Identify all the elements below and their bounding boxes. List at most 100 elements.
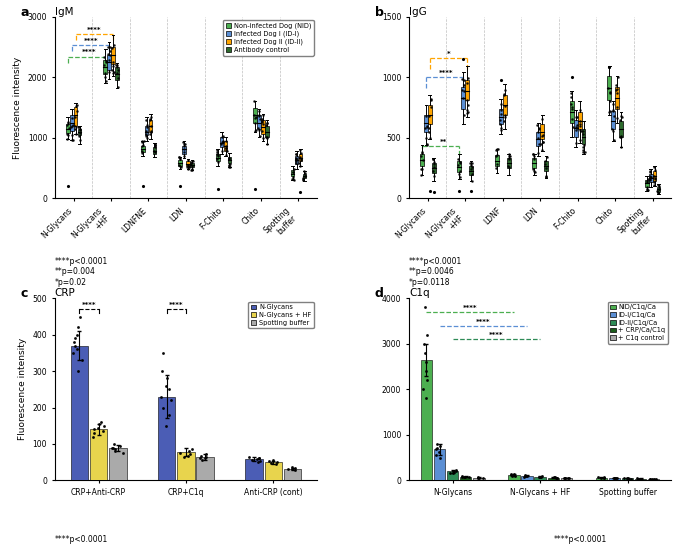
FancyBboxPatch shape (540, 124, 544, 139)
Text: *: * (447, 51, 450, 56)
Bar (284, 469, 301, 480)
FancyBboxPatch shape (577, 112, 582, 129)
FancyBboxPatch shape (227, 157, 232, 163)
Bar (635, 479, 647, 480)
FancyBboxPatch shape (608, 76, 611, 100)
Text: b: b (375, 6, 384, 19)
FancyBboxPatch shape (649, 173, 653, 182)
FancyBboxPatch shape (545, 161, 548, 171)
FancyBboxPatch shape (77, 129, 82, 135)
FancyBboxPatch shape (570, 102, 573, 123)
FancyBboxPatch shape (111, 47, 115, 64)
FancyBboxPatch shape (290, 170, 295, 176)
Text: ****p<0.0001: ****p<0.0001 (55, 257, 108, 266)
FancyBboxPatch shape (141, 146, 145, 152)
FancyBboxPatch shape (432, 163, 436, 173)
FancyBboxPatch shape (499, 109, 503, 124)
Bar (609, 478, 620, 480)
FancyBboxPatch shape (424, 115, 427, 132)
Text: ****: **** (463, 305, 477, 311)
Legend: N-Glycans, N-Glycans + HF, Spotting buffer: N-Glycans, N-Glycans + HF, Spotting buff… (248, 302, 314, 328)
FancyBboxPatch shape (611, 111, 615, 129)
Bar (473, 477, 484, 480)
FancyBboxPatch shape (178, 160, 182, 166)
FancyBboxPatch shape (74, 108, 77, 126)
Bar (158, 396, 175, 480)
FancyBboxPatch shape (657, 187, 660, 192)
FancyBboxPatch shape (615, 87, 619, 109)
FancyBboxPatch shape (469, 166, 473, 176)
Bar (596, 477, 607, 480)
FancyBboxPatch shape (149, 120, 153, 132)
Text: IgG: IgG (409, 7, 427, 17)
FancyBboxPatch shape (462, 87, 465, 109)
Text: C1q: C1q (409, 288, 429, 299)
Bar (460, 476, 471, 480)
Bar (622, 479, 633, 480)
FancyBboxPatch shape (495, 155, 499, 166)
Bar (434, 449, 445, 480)
Text: c: c (21, 288, 28, 300)
FancyBboxPatch shape (216, 153, 219, 161)
FancyBboxPatch shape (182, 146, 186, 153)
FancyBboxPatch shape (299, 153, 302, 161)
FancyBboxPatch shape (465, 79, 469, 100)
Bar (508, 475, 520, 480)
FancyBboxPatch shape (108, 55, 111, 70)
FancyBboxPatch shape (145, 126, 149, 135)
Bar (177, 452, 195, 480)
FancyBboxPatch shape (295, 156, 299, 164)
Bar (197, 457, 214, 480)
Bar (521, 476, 533, 480)
FancyBboxPatch shape (536, 132, 540, 146)
FancyBboxPatch shape (428, 105, 432, 124)
Text: ****: **** (84, 38, 99, 44)
Y-axis label: Fluorescence intensity: Fluorescence intensity (18, 338, 27, 440)
FancyBboxPatch shape (645, 179, 649, 187)
Text: ****: **** (87, 27, 101, 33)
Bar (648, 479, 660, 480)
Bar (561, 478, 572, 480)
FancyBboxPatch shape (115, 67, 119, 79)
Bar (421, 360, 432, 480)
Text: ****: **** (438, 70, 453, 76)
Bar (547, 477, 559, 480)
Text: ****: **** (476, 319, 490, 325)
FancyBboxPatch shape (253, 108, 257, 123)
FancyBboxPatch shape (103, 60, 107, 73)
Bar (447, 471, 458, 480)
FancyBboxPatch shape (574, 120, 577, 136)
Text: IgM: IgM (55, 7, 73, 17)
Text: ****: **** (82, 49, 97, 55)
FancyBboxPatch shape (220, 137, 223, 147)
Text: ****: **** (169, 302, 184, 309)
Text: ****p<0.0001: ****p<0.0001 (553, 535, 606, 544)
FancyBboxPatch shape (303, 173, 306, 178)
Bar (264, 462, 282, 480)
Text: *p=0.0118: *p=0.0118 (409, 278, 451, 288)
FancyBboxPatch shape (257, 115, 261, 129)
FancyBboxPatch shape (265, 126, 269, 137)
Text: **p=0.004: **p=0.004 (55, 268, 96, 277)
Bar (71, 346, 88, 480)
Text: a: a (21, 6, 29, 19)
FancyBboxPatch shape (153, 147, 156, 153)
Text: ****p<0.0001: ****p<0.0001 (409, 257, 462, 266)
Legend: Non-infected Dog (NID), Infected Dog I (ID-I), Infected Dog II (ID-II), Antibody: Non-infected Dog (NID), Infected Dog I (… (223, 20, 314, 56)
Legend: NID/C1q/Ca, ID-I/C1q/Ca, ID-II/C1q/Ca, + CRP/Ca/C1q, + C1q control: NID/C1q/Ca, ID-I/C1q/Ca, ID-II/C1q/Ca, +… (608, 302, 668, 344)
FancyBboxPatch shape (261, 120, 265, 134)
FancyBboxPatch shape (458, 161, 461, 172)
FancyBboxPatch shape (223, 141, 227, 151)
FancyBboxPatch shape (507, 158, 510, 168)
Text: d: d (375, 288, 384, 300)
Text: CRP: CRP (55, 288, 75, 299)
FancyBboxPatch shape (619, 121, 623, 136)
Text: ****: **** (82, 302, 96, 309)
Bar (90, 429, 108, 480)
Text: ****p<0.0001: ****p<0.0001 (55, 535, 108, 544)
Bar (245, 459, 263, 480)
Bar (534, 476, 546, 480)
Text: *p=0.02: *p=0.02 (55, 278, 87, 288)
FancyBboxPatch shape (66, 124, 70, 133)
Text: **: ** (440, 139, 447, 145)
